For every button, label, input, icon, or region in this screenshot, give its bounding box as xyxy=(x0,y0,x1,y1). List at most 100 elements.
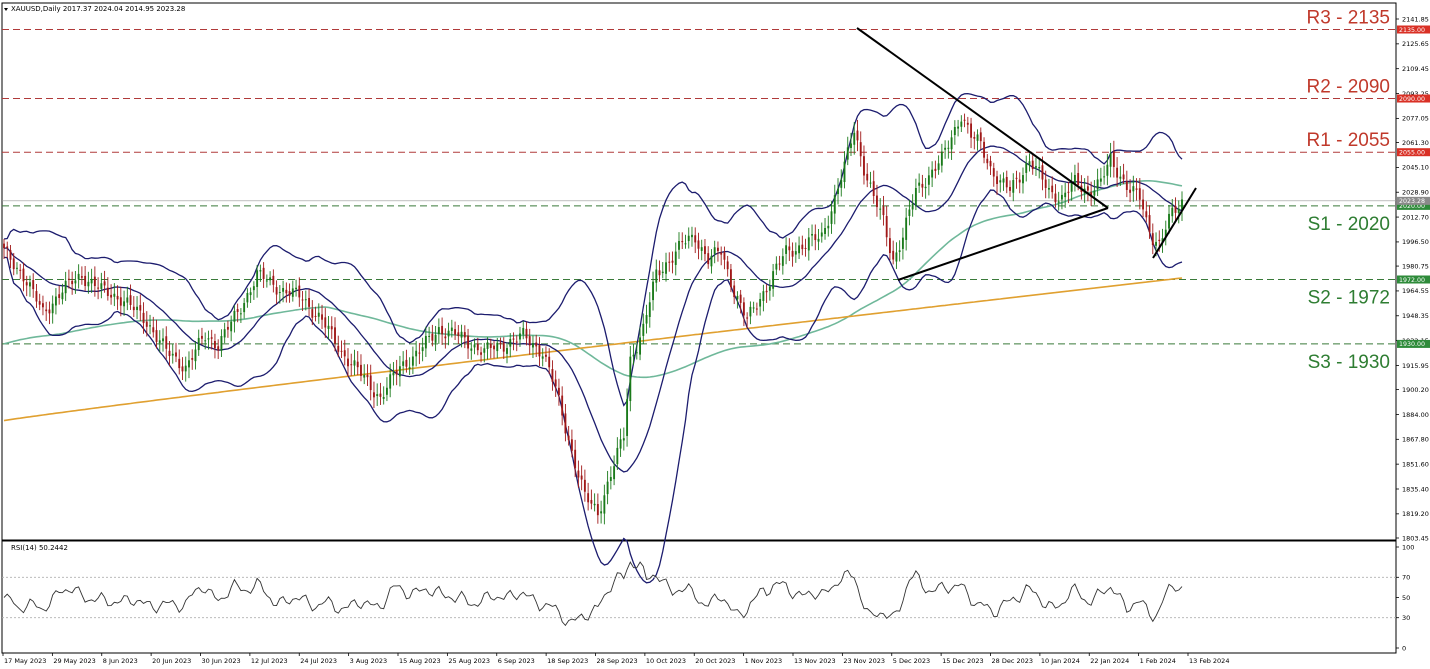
candle xyxy=(674,242,677,276)
level-label-5: S3 - 1930 xyxy=(1308,352,1390,373)
candle-body xyxy=(622,438,625,441)
candle xyxy=(230,315,233,342)
candle-body xyxy=(837,188,839,195)
candle-body xyxy=(665,262,667,274)
candle-body xyxy=(347,358,349,367)
candle xyxy=(278,285,281,304)
candle-body xyxy=(924,186,927,189)
rsi-tick-label-0: 100 xyxy=(1402,543,1414,551)
candle-body xyxy=(729,269,732,288)
candle xyxy=(496,337,499,359)
candle xyxy=(444,328,447,349)
candle-body xyxy=(278,292,281,294)
candle-body xyxy=(658,270,661,276)
candle xyxy=(519,326,521,347)
candle xyxy=(454,321,457,340)
time-tick-label-8: 15 Aug 2023 xyxy=(399,657,441,665)
candle xyxy=(616,437,619,470)
candle-body xyxy=(259,270,262,272)
candle xyxy=(369,364,372,401)
candle-body xyxy=(119,297,122,306)
candle-body xyxy=(765,290,768,293)
candle-body xyxy=(752,307,755,309)
candle xyxy=(554,370,557,397)
candle xyxy=(136,296,138,320)
candle-body xyxy=(291,288,294,297)
candle-body xyxy=(308,297,310,307)
candle xyxy=(937,155,940,175)
candle-body xyxy=(239,313,242,315)
candle-body xyxy=(1099,178,1102,182)
candle xyxy=(324,307,327,339)
dropdown-triangle-icon[interactable] xyxy=(4,8,8,11)
candle xyxy=(162,328,164,352)
candle xyxy=(447,322,450,346)
candle xyxy=(1148,205,1151,239)
time-tick-label-7: 3 Aug 2023 xyxy=(350,657,388,665)
candle xyxy=(175,342,177,363)
candle-body xyxy=(921,183,924,188)
price-tick-label-21: 1803.45 xyxy=(1402,534,1429,542)
candle-body xyxy=(512,338,515,340)
candle xyxy=(661,262,664,279)
candle xyxy=(363,364,366,385)
candle-body xyxy=(1168,213,1170,229)
price-tick-label-7: 2028.90 xyxy=(1402,189,1429,197)
candle xyxy=(207,330,210,350)
candle-body xyxy=(213,340,216,349)
candle-body xyxy=(697,240,700,249)
candle-body xyxy=(165,336,168,349)
candle-body xyxy=(337,345,340,352)
bollinger-bands xyxy=(3,92,1183,584)
candle-body xyxy=(1015,177,1018,179)
candle xyxy=(191,349,194,370)
candle xyxy=(759,292,762,316)
candle-body xyxy=(973,137,976,139)
candle-body xyxy=(223,329,226,338)
candle-body xyxy=(178,358,181,369)
candle xyxy=(557,378,560,406)
candle xyxy=(885,205,888,247)
candle-body xyxy=(493,345,495,350)
candle xyxy=(804,238,807,257)
candle xyxy=(402,351,405,375)
time-tick-label-18: 5 Dec 2023 xyxy=(893,657,930,665)
candle xyxy=(226,320,229,338)
candle-body xyxy=(499,342,502,345)
level-tag-box xyxy=(1397,94,1430,103)
candle xyxy=(856,119,859,152)
candle-body xyxy=(1035,166,1037,168)
candle-body xyxy=(506,348,508,354)
candle xyxy=(217,339,220,360)
candle xyxy=(350,353,353,376)
candle xyxy=(97,277,100,300)
candle xyxy=(716,241,719,262)
candle-body xyxy=(304,299,307,301)
candle xyxy=(564,404,567,442)
candle xyxy=(895,242,898,269)
candle xyxy=(239,308,242,323)
candle xyxy=(921,174,924,197)
candle xyxy=(1086,175,1089,202)
candle-body xyxy=(77,273,80,280)
level-tag-box xyxy=(1397,25,1430,34)
candle-body xyxy=(437,327,440,335)
candle-body xyxy=(382,396,385,399)
candle-body xyxy=(330,326,333,330)
candle xyxy=(389,363,392,398)
candle-body xyxy=(814,234,817,241)
candle xyxy=(499,337,502,349)
candle xyxy=(155,319,158,349)
current-price-tag: 2023.28 xyxy=(1397,196,1430,205)
candle xyxy=(308,289,310,317)
candle xyxy=(752,301,755,313)
candle-body xyxy=(1151,233,1154,246)
candle xyxy=(1099,167,1102,187)
price-tick-label-16: 1884.00 xyxy=(1402,411,1429,419)
candle xyxy=(1135,178,1138,201)
candle-body xyxy=(398,366,401,377)
bb-middle-line xyxy=(3,145,1183,473)
candle-body xyxy=(129,295,132,305)
candle xyxy=(71,271,74,295)
candle-body xyxy=(483,348,486,353)
